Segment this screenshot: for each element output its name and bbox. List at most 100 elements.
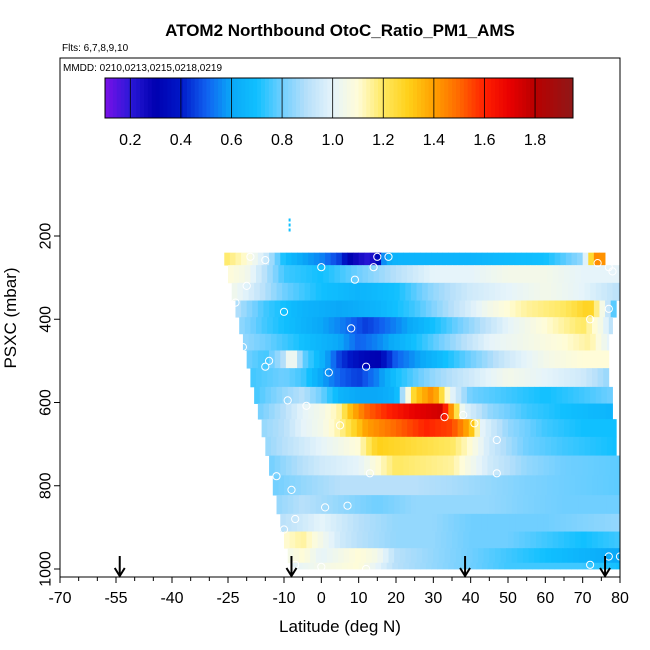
heatmap-cell: [343, 436, 350, 456]
heatmap-cell: [603, 368, 610, 388]
latitude-arrow: [113, 556, 126, 578]
heatmap-cell: [300, 475, 307, 496]
heatmap-cell: [360, 386, 367, 404]
arrow-head: [599, 567, 611, 578]
heatmap-cell: [403, 455, 410, 476]
x-tick-label: 40: [462, 590, 480, 607]
heatmap-cell: [239, 265, 246, 284]
heatmap-cell: [597, 265, 604, 284]
heatmap-cell: [371, 436, 378, 456]
heatmap-cell: [521, 252, 528, 266]
heatmap-cell: [474, 317, 481, 335]
colorbar-swatch: [456, 78, 461, 118]
heatmap-cell: [386, 300, 393, 318]
heatmap-cell: [577, 455, 584, 476]
heatmap-cell: [573, 282, 580, 301]
colorbar-swatch: [401, 78, 406, 118]
heatmap-cell: [302, 300, 309, 318]
heatmap-cell: [597, 475, 604, 496]
colorbar-tick-label: 1.2: [372, 132, 394, 149]
heatmap-cell: [317, 317, 324, 335]
heatmap-cell: [360, 282, 367, 301]
colorbar-swatch: [346, 78, 352, 118]
heatmap-cell: [526, 300, 533, 318]
heatmap-cell: [256, 368, 262, 388]
heatmap-cell: [558, 419, 565, 438]
heatmap-cell: [364, 300, 371, 318]
heatmap-cell: [371, 495, 378, 515]
heatmap-cell: [442, 350, 449, 369]
colorbar-swatch: [108, 78, 114, 118]
heatmap-cell: [569, 419, 576, 438]
heatmap-cell: [455, 386, 462, 404]
heatmap-cell: [521, 300, 528, 318]
heatmap-cell: [541, 265, 548, 284]
colorbar-swatch: [475, 78, 480, 118]
heatmap-cell: [330, 562, 337, 570]
sample-marker: [238, 343, 247, 352]
heatmap-cell: [549, 513, 556, 532]
heatmap-cell: [381, 513, 388, 532]
heatmap-cell: [545, 495, 552, 515]
heatmap-cell: [354, 386, 361, 404]
heatmap-cell: [515, 562, 522, 570]
heatmap-cell: [263, 300, 270, 318]
heatmap-cell: [435, 317, 442, 335]
heatmap-cell: [321, 548, 328, 564]
heatmap-cell: [437, 562, 444, 570]
sample-marker: [384, 252, 393, 261]
heatmap-cell: [504, 513, 511, 532]
heatmap-cell: [444, 548, 451, 564]
heatmap-cell: [287, 548, 294, 564]
heatmap-cell: [364, 513, 371, 532]
heatmap-cell: [368, 317, 374, 335]
heatmap-cell: [433, 333, 440, 351]
heatmap-cell: [433, 436, 440, 456]
x-tick-label: 80: [611, 590, 629, 607]
heatmap-cell: [618, 282, 621, 301]
heatmap-cell: [564, 317, 570, 335]
heatmap-cell: [582, 513, 589, 532]
heatmap-cell: [444, 436, 451, 456]
x-axis-label: Latitude (deg N): [279, 617, 401, 636]
heatmap-cell: [577, 300, 584, 318]
heatmap-cell: [556, 333, 563, 351]
heatmap-cell: [354, 495, 361, 515]
sample-marker: [343, 501, 352, 510]
heatmap-cell: [437, 513, 444, 532]
x-axis: -70 -55 -40 -25 -10 0 10 20 30 40 50 60 70 80: [48, 577, 629, 607]
heatmap-cell: [405, 436, 412, 456]
heatmap-cell: [547, 265, 554, 284]
heatmap-cell: [584, 436, 591, 456]
heatmap-cell: [509, 455, 516, 476]
heatmap-cell: [603, 317, 610, 335]
heatmap-cell: [284, 419, 290, 438]
heatmap-cell: [498, 562, 505, 570]
heatmap-cell: [382, 495, 389, 515]
heatmap-cell: [293, 436, 300, 456]
heatmap-cell: [470, 252, 477, 266]
heatmap-cell: [582, 455, 589, 476]
heatmap-cell: [593, 300, 600, 318]
heatmap-cell: [231, 282, 238, 301]
heatmap-cell: [461, 333, 468, 351]
heatmap-cell: [336, 403, 343, 420]
heatmap-cell: [522, 436, 529, 456]
heatmap-cell: [550, 548, 557, 564]
heatmap-cell: [521, 403, 528, 420]
heatmap-cell: [522, 386, 529, 404]
heatmap-cell: [349, 386, 356, 404]
heatmap-cell: [588, 513, 595, 532]
heatmap-cell: [368, 475, 374, 496]
heatmap-cell: [534, 282, 541, 301]
heatmap-cell: [590, 282, 597, 301]
heatmap-cell: [506, 436, 513, 456]
heatmap-cell: [373, 317, 380, 335]
heatmap-cell: [416, 436, 423, 456]
heatmap-cell: [513, 531, 520, 549]
colorbar-swatch: [264, 78, 270, 118]
heatmap-cell: [289, 419, 296, 438]
heatmap-cell: [418, 317, 425, 335]
heatmap-cell: [552, 368, 559, 388]
colorbar-swatch: [210, 78, 215, 118]
